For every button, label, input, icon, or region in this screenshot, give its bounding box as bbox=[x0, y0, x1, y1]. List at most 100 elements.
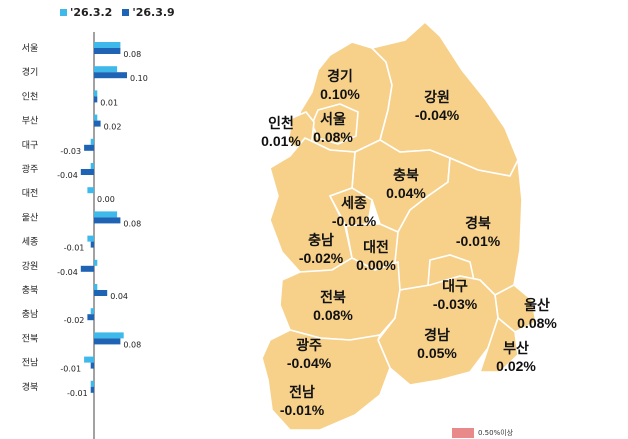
data-label: 0.10 bbox=[130, 74, 148, 83]
map-legend: 0.50%이상 bbox=[452, 428, 513, 438]
bar-week1 bbox=[94, 259, 98, 266]
region-value: -0.01% bbox=[455, 233, 501, 249]
region-jeonnam bbox=[261, 329, 391, 431]
region-value: -0.01% bbox=[279, 402, 325, 418]
bar-chart: 서울 0.08 경기 0.10 인천 0.01 부산 0.02 대구 -0.03 광주 -0.04 대전… bbox=[22, 32, 148, 439]
region-name: 세종 bbox=[341, 195, 367, 211]
region-label-gwangju: 광주 -0.04% bbox=[287, 336, 331, 372]
region-chungnam bbox=[269, 137, 356, 273]
region-label-daejeon: 대전 0.00% bbox=[356, 238, 396, 274]
data-label: -0.01 bbox=[60, 365, 81, 374]
region-name: 인천 bbox=[268, 115, 294, 131]
data-label: -0.04 bbox=[57, 171, 78, 180]
bar-week1 bbox=[87, 187, 94, 194]
map-legend-swatch bbox=[452, 428, 474, 438]
region-name: 광주 bbox=[296, 337, 322, 353]
region-value: 0.08% bbox=[313, 129, 353, 145]
region-name: 경남 bbox=[424, 327, 450, 343]
region-busan bbox=[478, 316, 519, 373]
bar-week2 bbox=[80, 265, 94, 272]
data-label: -0.01 bbox=[67, 389, 88, 398]
category-label: 부산 bbox=[22, 116, 39, 127]
bar-week1 bbox=[94, 332, 124, 339]
region-value: 0.02% bbox=[496, 358, 536, 374]
region-label-jeonbuk: 전북 0.08% bbox=[313, 288, 353, 324]
bar-week2 bbox=[94, 120, 101, 127]
category-label: 대구 bbox=[22, 140, 39, 151]
bar-week1 bbox=[84, 356, 94, 363]
category-label: 강원 bbox=[22, 261, 39, 272]
bar-week1 bbox=[90, 138, 94, 145]
bar-week1 bbox=[87, 235, 94, 242]
bar-week1 bbox=[94, 90, 98, 97]
category-label: 세종 bbox=[22, 237, 39, 248]
bar-week2 bbox=[80, 169, 94, 175]
data-label: 0.02 bbox=[104, 123, 122, 132]
region-label-jeonnam: 전남 -0.01% bbox=[280, 383, 324, 419]
region-value: 0.00% bbox=[356, 257, 396, 273]
bar-week1 bbox=[94, 114, 98, 121]
region-name: 경기 bbox=[327, 68, 353, 84]
region-label-chungnam: 충남 -0.02% bbox=[299, 231, 343, 267]
category-label: 울산 bbox=[22, 212, 39, 223]
category-label: 대전 bbox=[22, 188, 39, 199]
region-label-chungbuk: 충북 0.04% bbox=[386, 166, 426, 202]
data-label: 0.08 bbox=[123, 50, 141, 59]
region-value: -0.04% bbox=[414, 107, 460, 123]
map-legend-label: 0.50%이상 bbox=[478, 429, 514, 437]
category-label: 서울 bbox=[22, 43, 39, 54]
bar-week1 bbox=[94, 284, 98, 290]
bar-week2 bbox=[90, 241, 94, 248]
data-label: 0.08 bbox=[123, 219, 141, 228]
data-label: 0.04 bbox=[110, 292, 128, 301]
data-label: -0.04 bbox=[57, 268, 78, 277]
bar-week2 bbox=[94, 217, 121, 224]
region-value: 0.05% bbox=[417, 345, 457, 361]
region-label-seoul: 서울 0.08% bbox=[313, 110, 353, 146]
bar-week1 bbox=[94, 66, 118, 73]
region-label-gyeongbuk: 경북 -0.01% bbox=[456, 214, 500, 250]
region-label-gyeonggi: 경기 0.10% bbox=[320, 67, 360, 103]
legend-item-week2: '26.3.9 bbox=[122, 6, 175, 19]
region-label-sejong: 세종 -0.01% bbox=[332, 194, 376, 230]
region-name: 대구 bbox=[442, 278, 468, 294]
region-name: 부산 bbox=[503, 340, 529, 356]
bar-week2 bbox=[94, 72, 127, 79]
region-name: 대전 bbox=[363, 239, 389, 255]
region-value: -0.03% bbox=[432, 296, 478, 312]
bar-week2 bbox=[84, 144, 94, 151]
category-label: 충북 bbox=[22, 285, 39, 296]
region-name: 경북 bbox=[465, 215, 491, 231]
region-label-incheon: 인천 0.01% bbox=[261, 114, 301, 150]
legend-swatch-week1 bbox=[60, 9, 67, 16]
region-name: 울산 bbox=[524, 297, 550, 313]
category-label: 전북 bbox=[22, 333, 39, 344]
bar-week1 bbox=[94, 211, 118, 218]
region-name: 전남 bbox=[289, 384, 315, 400]
bar-week2 bbox=[87, 314, 94, 321]
category-label: 전남 bbox=[22, 358, 39, 369]
region-label-gangwon: 강원 -0.04% bbox=[415, 88, 459, 124]
bar-week1 bbox=[90, 308, 94, 315]
region-label-busan: 부산 0.02% bbox=[496, 339, 536, 375]
region-value: -0.01% bbox=[331, 213, 377, 229]
region-name: 전북 bbox=[320, 289, 346, 305]
region-name: 강원 bbox=[424, 89, 450, 105]
bar-week2 bbox=[90, 362, 94, 369]
region-value: 0.10% bbox=[320, 86, 360, 102]
region-value: 0.08% bbox=[313, 307, 353, 323]
region-value: -0.02% bbox=[298, 250, 344, 266]
category-label: 경기 bbox=[22, 66, 39, 78]
bar-week1 bbox=[90, 163, 94, 169]
region-value: -0.04% bbox=[286, 355, 332, 371]
region-label-gyeongnam: 경남 0.05% bbox=[417, 326, 457, 362]
region-value: 0.04% bbox=[386, 185, 426, 201]
category-label: 광주 bbox=[22, 163, 39, 175]
data-label: 0.01 bbox=[100, 98, 118, 107]
data-label: -0.03 bbox=[60, 147, 81, 156]
legend-swatch-week2 bbox=[122, 9, 130, 16]
legend-item-week1: '26.3.2 bbox=[60, 6, 112, 19]
bar-week2 bbox=[94, 338, 121, 345]
bar-week2 bbox=[94, 48, 121, 54]
data-label: -0.02 bbox=[64, 316, 85, 325]
